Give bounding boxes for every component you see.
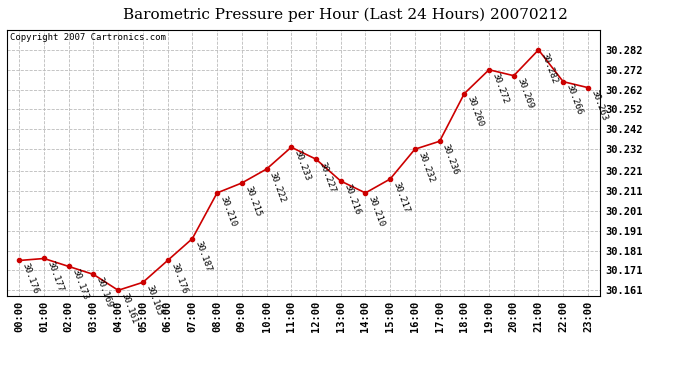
Text: 30.216: 30.216	[342, 182, 362, 216]
Text: Copyright 2007 Cartronics.com: Copyright 2007 Cartronics.com	[10, 33, 166, 42]
Text: 30.210: 30.210	[367, 194, 386, 228]
Text: 30.269: 30.269	[515, 77, 535, 111]
Text: 30.232: 30.232	[416, 151, 436, 184]
Text: 30.161: 30.161	[119, 292, 139, 325]
Text: 30.210: 30.210	[219, 194, 238, 228]
Text: 30.260: 30.260	[466, 95, 485, 128]
Text: 30.227: 30.227	[317, 160, 337, 194]
Text: 30.176: 30.176	[169, 262, 188, 295]
Text: 30.282: 30.282	[540, 51, 560, 85]
Text: 30.236: 30.236	[441, 142, 460, 176]
Text: 30.266: 30.266	[564, 83, 584, 116]
Text: 30.272: 30.272	[491, 71, 510, 105]
Text: 30.215: 30.215	[243, 184, 263, 218]
Text: 30.176: 30.176	[21, 262, 40, 295]
Text: 30.217: 30.217	[391, 180, 411, 214]
Text: 30.173: 30.173	[70, 268, 90, 301]
Text: 30.169: 30.169	[95, 276, 115, 309]
Text: Barometric Pressure per Hour (Last 24 Hours) 20070212: Barometric Pressure per Hour (Last 24 Ho…	[123, 8, 567, 22]
Text: 30.177: 30.177	[46, 260, 65, 293]
Text: 30.222: 30.222	[268, 171, 288, 204]
Text: 30.233: 30.233	[293, 148, 312, 182]
Text: 30.187: 30.187	[194, 240, 213, 273]
Text: 30.165: 30.165	[144, 284, 164, 317]
Text: 30.263: 30.263	[589, 89, 609, 122]
